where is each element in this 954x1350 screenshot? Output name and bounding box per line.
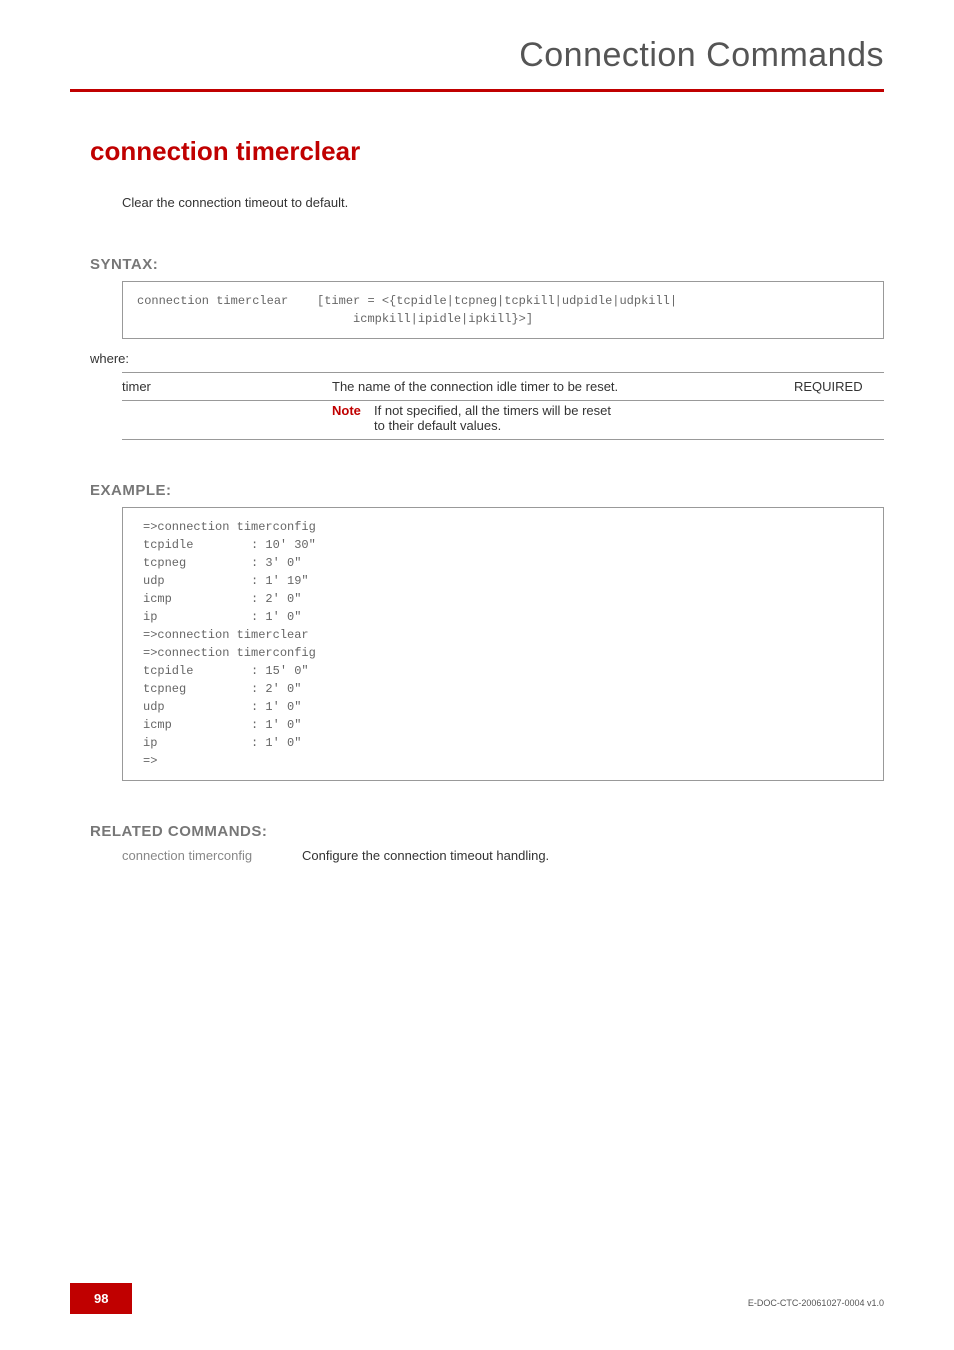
related-command: connection timerconfig: [122, 848, 302, 863]
syntax-label: SYNTAX:: [90, 256, 884, 273]
param-table: timer The name of the connection idle ti…: [122, 372, 884, 440]
related-section: RELATED COMMANDS: connection timerconfig…: [90, 823, 884, 863]
example-box: =>connection timerconfig tcpidle : 10' 3…: [122, 507, 884, 781]
page-header: Connection Commands: [0, 0, 954, 75]
page-header-title: Connection Commands: [0, 36, 884, 75]
related-row: connection timerconfig Configure the con…: [122, 848, 884, 863]
note-label: Note: [332, 403, 374, 418]
page-number: 98: [70, 1283, 132, 1314]
syntax-line-2: icmpkill|ipidle|ipkill}>]: [137, 310, 869, 328]
param-desc: The name of the connection idle timer to…: [332, 373, 794, 401]
param-note-empty: [122, 401, 332, 440]
param-note-cell: NoteIf not specified, all the timers wil…: [332, 401, 794, 440]
where-label: where:: [90, 351, 884, 366]
related-description: Configure the connection timeout handlin…: [302, 848, 549, 863]
example-label: EXAMPLE:: [90, 482, 884, 499]
document-id: E-DOC-CTC-20061027-0004 v1.0: [748, 1298, 884, 1308]
example-text: =>connection timerconfig tcpidle : 10' 3…: [143, 518, 863, 770]
param-desc-text: The name of the connection idle timer to…: [332, 379, 618, 394]
example-section: EXAMPLE: =>connection timerconfig tcpidl…: [90, 482, 884, 781]
note-line-1: If not specified, all the timers will be…: [374, 403, 611, 418]
param-name: timer: [122, 373, 332, 401]
param-row: timer The name of the connection idle ti…: [122, 373, 884, 401]
related-label: RELATED COMMANDS:: [90, 823, 884, 840]
command-description: Clear the connection timeout to default.: [122, 195, 884, 210]
param-required: REQUIRED: [794, 373, 884, 401]
param-note-empty2: [794, 401, 884, 440]
command-title: connection timerclear: [90, 136, 884, 167]
note-line-2: to their default values.: [332, 418, 786, 433]
syntax-line-1: connection timerclear [timer = <{tcpidle…: [137, 292, 869, 310]
syntax-box: connection timerclear [timer = <{tcpidle…: [122, 281, 884, 339]
param-note-row: NoteIf not specified, all the timers wil…: [122, 401, 884, 440]
content-area: connection timerclear Clear the connecti…: [0, 92, 954, 863]
